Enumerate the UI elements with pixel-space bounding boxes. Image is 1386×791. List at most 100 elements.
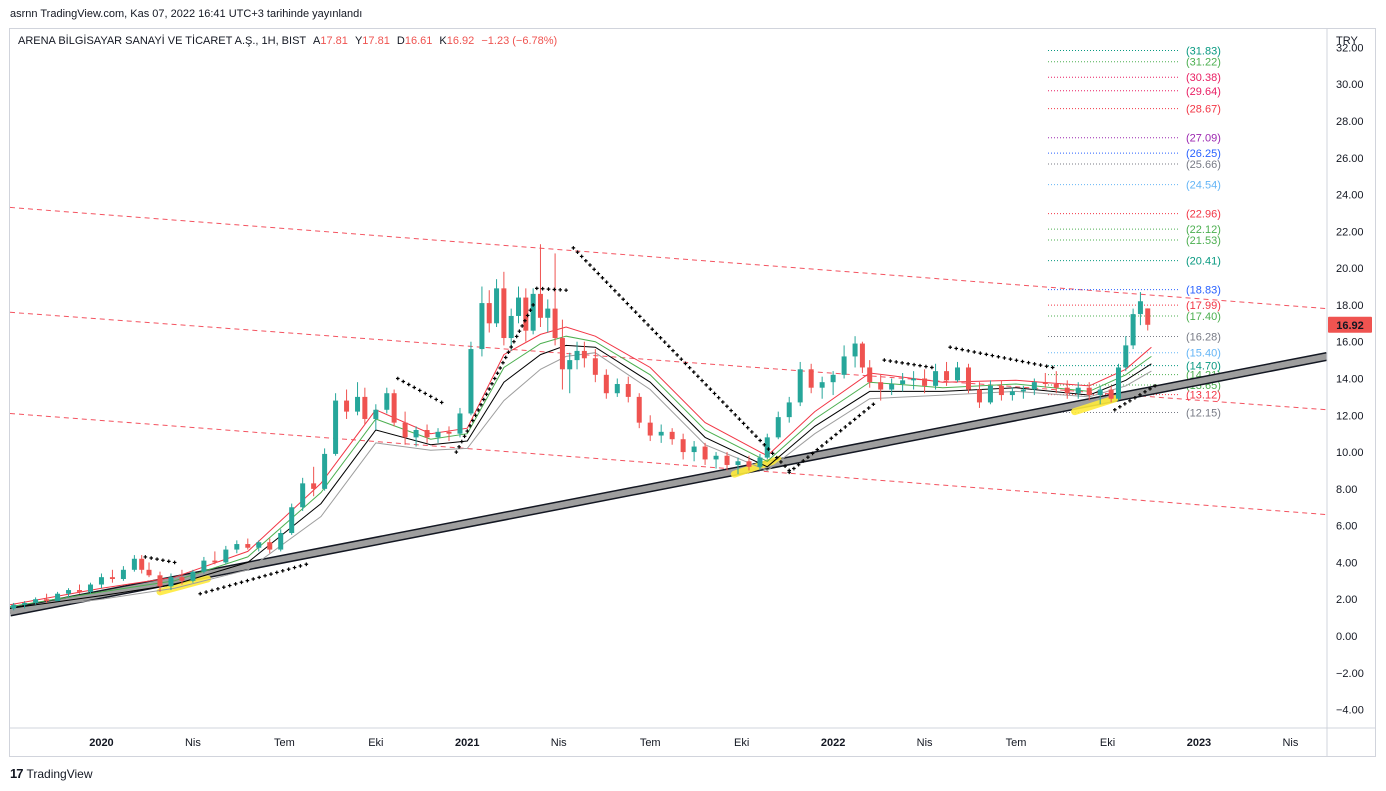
level-label: (25.66) (1186, 159, 1221, 171)
psar-mark (683, 361, 688, 366)
candle-body (581, 350, 587, 359)
psar-mark (1026, 360, 1031, 365)
psar-mark (406, 382, 411, 387)
candle-body (1086, 387, 1092, 396)
candle-body (66, 590, 72, 594)
psar-mark (198, 591, 203, 596)
candle-body (1020, 389, 1026, 392)
level-label: (13.12) (1186, 390, 1221, 402)
psar-mark (633, 310, 638, 314)
psar-mark (509, 345, 513, 349)
psar-mark (745, 425, 750, 430)
psar-mark (852, 417, 857, 422)
psar-mark (882, 358, 887, 362)
psar-mark (613, 288, 617, 293)
candle-body (33, 599, 39, 603)
psar-mark (1118, 404, 1122, 409)
psar-mark (143, 555, 148, 559)
psar-mark (783, 464, 787, 468)
candle-body (523, 297, 529, 331)
candle-body (44, 599, 50, 602)
candle-body (223, 549, 229, 563)
psar-mark (495, 371, 500, 376)
psar-mark (725, 404, 729, 409)
psar-mark (535, 286, 539, 291)
candle-body (435, 431, 441, 438)
candle-body (987, 385, 993, 403)
level-label: (22.12) (1186, 224, 1221, 236)
psar-mark (280, 569, 285, 573)
psar-mark (304, 562, 309, 567)
candle-body (468, 349, 474, 414)
psar-mark (888, 359, 893, 363)
psar-mark (729, 408, 733, 413)
candle-body (355, 396, 361, 412)
psar-mark (487, 387, 492, 391)
time-axis: 2020 Nis Tem Eki 2021 Nis Tem Eki 2022 Nis Tem Eki 2… (10, 727, 1375, 749)
candle-body (391, 393, 397, 423)
y-tick-label: 16.00 (1336, 337, 1364, 349)
psar-mark (1143, 390, 1147, 394)
psar-mark (617, 293, 621, 297)
candle-body (1130, 314, 1136, 346)
level-label: (20.41) (1186, 256, 1221, 268)
change-value: −1.23 (−6.78%) (481, 35, 558, 47)
psar-mark (498, 366, 503, 370)
candle-body (669, 431, 675, 440)
psar-mark (696, 374, 700, 379)
psar-mark (470, 418, 475, 423)
psar-mark (292, 565, 297, 570)
psar-mark (779, 460, 783, 464)
y-tick-label: 8.00 (1336, 484, 1357, 496)
level-label: (17.99) (1186, 300, 1221, 312)
tradingview-logo[interactable]: 17 TradingView (10, 766, 93, 781)
level-label: (29.64) (1186, 86, 1221, 98)
open-label: A (313, 35, 321, 47)
psar-mark (257, 575, 261, 580)
psar-mark (564, 288, 568, 293)
candle-body (11, 604, 17, 609)
candle-body (446, 431, 452, 434)
candle-body (867, 367, 873, 383)
ma-line (10, 335, 1152, 608)
candle-body (1053, 384, 1059, 388)
brand-name: TradingView (26, 766, 93, 781)
low-value: 16.61 (404, 35, 433, 47)
psar-mark (1148, 387, 1152, 391)
psar-mark (600, 276, 605, 280)
psar-mark (275, 570, 279, 575)
psar-mark (172, 560, 177, 565)
psar-mark (737, 417, 742, 421)
channel-line (10, 206, 1327, 310)
y-tick-label: 20.00 (1336, 263, 1364, 275)
ma-line (10, 326, 1152, 606)
candle-body (486, 303, 492, 324)
psar-mark (423, 391, 428, 396)
psar-mark (417, 388, 422, 393)
psar-mark (796, 462, 801, 467)
psar-mark (754, 434, 758, 439)
candle-body (1031, 382, 1037, 390)
candle-body (1145, 308, 1151, 325)
candle-body (647, 422, 653, 436)
psar-mark (700, 378, 704, 383)
psar-mark (520, 324, 524, 328)
psar-mark (766, 447, 771, 451)
psar-mark (671, 348, 675, 353)
candle-body (384, 393, 390, 410)
psar-mark (637, 314, 642, 319)
psar-mark (801, 459, 806, 463)
psar-mark (517, 329, 522, 333)
y-tick-label: 24.00 (1336, 190, 1364, 202)
x-tick-label: 2023 (1187, 737, 1211, 749)
psar-mark (465, 429, 470, 433)
y-tick-label: 0.00 (1336, 631, 1357, 643)
psar-mark (815, 447, 820, 452)
tradingview-logo-icon: 17 (10, 766, 24, 781)
psar-mark (558, 288, 563, 292)
psar-mark (806, 455, 810, 459)
candle-body (636, 396, 642, 423)
psar-mark (575, 250, 580, 254)
y-tick-label: 2.00 (1336, 594, 1357, 606)
